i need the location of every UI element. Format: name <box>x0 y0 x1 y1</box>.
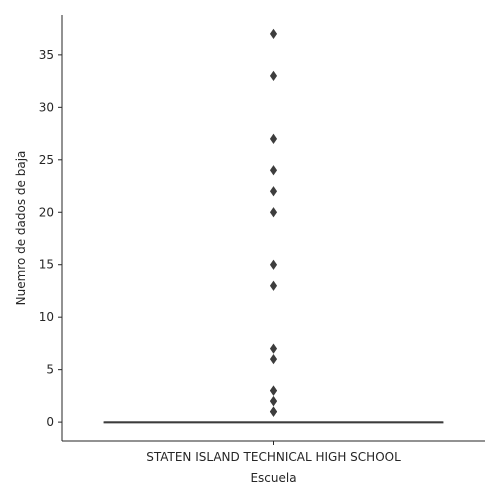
y-tick-label: 0 <box>46 415 54 429</box>
y-ticks: 0 5 10 15 20 25 30 35 <box>39 48 62 429</box>
y-tick-label: 5 <box>46 363 54 377</box>
outlier-point <box>270 344 276 353</box>
outlier-point <box>270 29 276 38</box>
y-tick-label: 10 <box>39 310 54 324</box>
y-tick-label: 35 <box>39 48 54 62</box>
y-tick-label: 15 <box>39 258 54 272</box>
x-tick-label: STATEN ISLAND TECHNICAL HIGH SCHOOL <box>146 450 401 464</box>
plot-area <box>104 29 442 422</box>
outlier-point <box>270 134 276 143</box>
outlier-point <box>270 281 276 290</box>
y-tick-label: 20 <box>39 205 54 219</box>
outlier-point <box>270 386 276 395</box>
x-axis: STATEN ISLAND TECHNICAL HIGH SCHOOL <box>62 441 485 464</box>
y-axis: 0 5 10 15 20 25 30 35 <box>39 15 62 441</box>
outlier-point <box>270 260 276 269</box>
outlier-point <box>270 166 276 175</box>
x-ticks: STATEN ISLAND TECHNICAL HIGH SCHOOL <box>146 441 401 464</box>
outlier-point <box>270 397 276 406</box>
outlier-point <box>270 71 276 80</box>
outlier-point <box>270 407 276 416</box>
y-tick-label: 25 <box>39 153 54 167</box>
outlier-point <box>270 208 276 217</box>
outlier-point <box>270 355 276 364</box>
y-tick-label: 30 <box>39 100 54 114</box>
y-axis-label: Nuemro de dados de baja <box>14 151 28 306</box>
x-axis-label: Escuela <box>250 471 296 485</box>
outlier-point <box>270 187 276 196</box>
